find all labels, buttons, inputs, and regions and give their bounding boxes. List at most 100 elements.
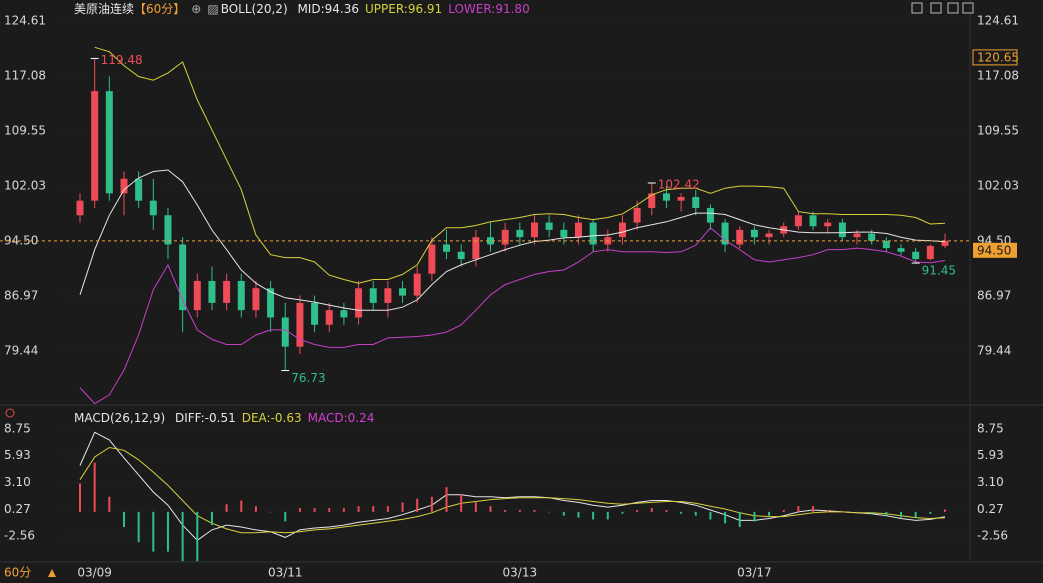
x-tick-label: 03/17: [737, 566, 772, 580]
price-header: 美原油连续【60分】 ⊕ ▨ BOLL(20,2) MID:94.36 UPPER:96…: [74, 1, 536, 17]
macd-bar: [768, 511, 771, 516]
candle-body: [384, 288, 392, 303]
toolbar-icon[interactable]: [962, 2, 974, 14]
macd-bar: [254, 506, 257, 512]
macd-bar: [709, 511, 712, 520]
extreme-label: 119.48: [101, 53, 143, 67]
candle-body: [706, 207, 714, 223]
candle-body: [692, 197, 700, 208]
candle-body: [296, 302, 304, 347]
legend-entry: LOWER:91.80: [448, 2, 530, 16]
candle-body: [164, 215, 172, 245]
candle-body: [443, 244, 451, 252]
candle-body: [501, 229, 509, 245]
toolbar-icon[interactable]: [947, 2, 959, 14]
toolbar-icon[interactable]: [911, 2, 923, 14]
candle-body: [325, 310, 333, 325]
indicator-icon[interactable]: ▨: [207, 2, 219, 16]
candle-body: [193, 280, 201, 311]
macd-bar: [401, 502, 404, 512]
last-price-box: [973, 242, 1017, 258]
instrument-title: 美原油连续: [74, 2, 135, 16]
candle-body: [149, 200, 157, 216]
candle-body: [618, 222, 626, 238]
candle-body: [428, 244, 436, 274]
macd-bar: [797, 506, 800, 512]
macd-bar: [738, 511, 741, 528]
macd-bar: [606, 511, 609, 520]
candle-body: [516, 229, 524, 238]
candle-body: [223, 280, 231, 303]
macd-bar: [122, 511, 125, 528]
macd-bar: [812, 506, 815, 512]
y-tick-label: 79.44: [4, 343, 38, 357]
y-tick-label: -2.56: [4, 529, 35, 543]
period-selector[interactable]: 60分: [4, 566, 31, 580]
y-tick-label: -2.56: [977, 529, 1008, 543]
macd-bar: [841, 511, 844, 513]
macd-bar: [210, 511, 213, 526]
candle-body: [355, 288, 363, 318]
y-tick-label: 0.27: [977, 502, 1004, 516]
macd-line: [79, 431, 946, 541]
candle-body: [721, 222, 729, 245]
macd-bar: [79, 483, 81, 512]
settings-icon[interactable]: [5, 408, 15, 418]
add-icon[interactable]: ⊕: [191, 2, 202, 16]
y-tick-label: 8.75: [4, 422, 31, 436]
toolbar: [911, 2, 974, 14]
macd-bar: [137, 511, 140, 543]
macd-bar: [518, 509, 521, 512]
candle-body: [633, 207, 641, 223]
period-arrow[interactable]: [48, 569, 56, 577]
candle-body: [487, 237, 495, 245]
candle-body: [941, 240, 949, 246]
marker-price-label: 120.65: [977, 50, 1019, 64]
candle-body: [530, 222, 538, 238]
candle-body: [897, 248, 905, 252]
macd-bar: [826, 509, 829, 512]
macd-bar: [313, 508, 316, 512]
candle-body: [794, 215, 802, 227]
candle-body: [369, 288, 377, 303]
indicator-name: BOLL(20,2): [220, 2, 288, 16]
candle-body: [281, 317, 289, 347]
macd-bar: [489, 506, 492, 512]
candle-body: [105, 91, 113, 194]
x-tick-label: 03/11: [268, 566, 303, 580]
macd-bar: [298, 508, 301, 512]
macd-bar: [592, 511, 595, 520]
macd-bar: [181, 511, 184, 562]
macd-bar: [430, 496, 433, 512]
macd-bar: [753, 511, 756, 522]
candle-body: [838, 222, 846, 238]
macd-bar: [416, 498, 419, 512]
macd-bar: [284, 511, 287, 522]
macd-bar: [914, 511, 917, 518]
macd-bar: [108, 496, 111, 512]
candle-body: [750, 229, 758, 238]
candle-body: [208, 280, 216, 303]
marker-price-box: [972, 49, 1018, 66]
last-price-label: 94.50: [977, 243, 1011, 257]
macd-bar: [856, 511, 859, 513]
candle-body: [267, 288, 275, 318]
y-tick-label: 117.08: [977, 68, 1019, 82]
candle-body: [662, 193, 670, 201]
macd-bar: [533, 509, 536, 512]
toolbar-icon[interactable]: [930, 2, 942, 14]
period-label[interactable]: 【60分】: [134, 2, 186, 16]
macd-bar: [474, 502, 477, 512]
legend-entry: MID:94.36: [297, 2, 359, 16]
macd-bar: [269, 511, 272, 513]
candle-body: [237, 280, 245, 311]
macd-bar: [152, 511, 155, 552]
macd-bar: [665, 509, 668, 512]
macd-bar: [929, 511, 932, 514]
candle-body: [340, 310, 348, 318]
macd-bar: [621, 511, 624, 514]
legend-entry: UPPER:96.91: [364, 2, 443, 16]
macd-bar: [782, 509, 785, 512]
candle-body: [135, 178, 143, 201]
candle-body: [252, 288, 260, 311]
